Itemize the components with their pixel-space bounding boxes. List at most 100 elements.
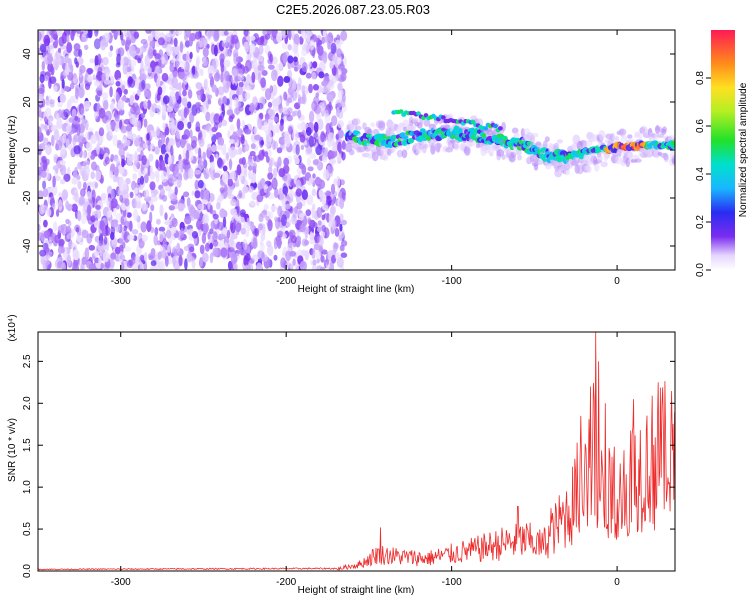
spectrogram-noise-cell [145, 30, 152, 34]
spectrogram-noise-cell [39, 73, 45, 84]
spectrogram-noise-cell [216, 202, 221, 210]
spectrogram-noise-cell [177, 71, 185, 80]
spectrogram-noise-cell [169, 63, 175, 73]
spectrogram-noise-cell [164, 220, 171, 226]
spectrogram-noise-cell [228, 139, 235, 144]
spectrogram-noise-cell [299, 224, 306, 233]
spectrogram-noise-cell [321, 80, 328, 87]
spectrogram-noise-cell [61, 246, 65, 254]
spectrogram-noise-cell [173, 45, 180, 55]
spectrogram-noise-cell [125, 152, 130, 159]
spectrogram-noise-cell [184, 30, 192, 38]
spectrogram-halo-cell [488, 147, 494, 157]
spectrogram-noise-cell [146, 220, 152, 233]
spectrogram-noise-cell [116, 142, 124, 149]
spectrogram-noise-cell [263, 203, 269, 211]
spectrogram-noise-cell [126, 212, 132, 218]
spectrogram-noise-cell [172, 177, 178, 186]
spectrogram-noise-cell [123, 30, 127, 37]
spectrogram-halo-cell [464, 145, 471, 156]
spectrogram-noise-cell [328, 213, 332, 223]
spectrogram-noise-cell [74, 115, 79, 121]
spectrogram-noise-cell [317, 118, 324, 131]
spectrogram-noise-cell [156, 173, 160, 183]
spectrogram-noise-cell [331, 75, 337, 84]
spectrogram-noise-cell [170, 124, 175, 131]
spectrogram-noise-cell [297, 109, 302, 119]
spectrogram-noise-cell [130, 66, 135, 72]
spectrogram-noise-cell [180, 139, 187, 145]
spectrogram-noise-cell [146, 133, 150, 141]
spectrogram-noise-cell [309, 152, 317, 159]
spectrogram-noise-cell [73, 134, 81, 143]
spectrogram-noise-cell [258, 223, 264, 231]
spectrogram-branch-cell [441, 115, 446, 120]
spectrogram-noise-cell [311, 265, 317, 270]
spectrogram-noise-cell [249, 43, 256, 54]
spectrogram-noise-cell [252, 162, 257, 170]
spectrogram-noise-cell [295, 188, 302, 197]
spectrogram-noise-cell [298, 77, 302, 88]
spectrogram-noise-cell [96, 89, 102, 97]
spectrogram-noise-cell [176, 129, 181, 140]
spectrogram-noise-cell [129, 220, 133, 232]
spectrogram-noise-cell [221, 228, 228, 235]
spectrogram-noise-cell [309, 238, 316, 245]
spectrogram-noise-cell [199, 257, 203, 268]
spectrogram-noise-cell [66, 33, 70, 43]
snr-y-tick-label: 1.0 [22, 480, 33, 494]
spectrogram-noise-cell [231, 75, 235, 85]
spectrogram-noise-cell [110, 75, 115, 84]
spectrogram-noise-cell [318, 71, 325, 79]
spectrogram-noise-cell [171, 96, 177, 105]
spectrogram-noise-cell [297, 172, 301, 178]
spectrogram-noise-cell [129, 191, 134, 198]
spectrogram-noise-cell [41, 155, 47, 164]
spectrogram-noise-cell [44, 123, 48, 132]
spectrogram-noise-cell [66, 232, 74, 240]
spectrogram-noise-cell [127, 76, 133, 85]
spectrogram-noise-cell [167, 155, 172, 166]
spectrogram-noise-cell [220, 63, 225, 73]
spectrogram-branch-cell [416, 111, 421, 116]
spectrogram-halo-cell [600, 161, 608, 168]
spectrogram-noise-cell [330, 42, 337, 55]
spectrogram-noise-cell [218, 30, 223, 37]
spectrogram-noise-cell [144, 252, 148, 262]
spectrogram-noise-cell [63, 30, 71, 37]
spectrogram-noise-cell [242, 186, 249, 194]
spectrogram-noise-cell [317, 39, 323, 46]
spectrogram-noise-cell [205, 87, 210, 95]
spectrogram-branch-cell [398, 109, 404, 114]
spectrogram-noise-cell [80, 214, 87, 225]
spectrogram-noise-cell [320, 255, 325, 263]
spectrogram-noise-cell [243, 30, 249, 37]
spectrogram-y-tick-label: -40 [22, 238, 33, 253]
spectrogram-noise-cell [331, 254, 337, 264]
spectrogram-noise-cell [231, 68, 239, 77]
spectrogram-noise-cell [274, 161, 281, 168]
spectrogram-noise-cell [157, 139, 162, 149]
spectrogram-noise-cell [125, 39, 132, 45]
spectrogram-noise-cell [109, 201, 113, 211]
spectrogram-noise-cell [88, 263, 96, 270]
spectrogram-noise-cell [170, 193, 178, 202]
spectrogram-noise-cell [287, 55, 294, 64]
spectrogram-noise-cell [176, 242, 181, 254]
spectrogram-halo-cell [352, 118, 361, 126]
spectrogram-noise-cell [155, 159, 159, 169]
spectrogram-noise-cell [38, 87, 45, 95]
spectrogram-noise-cell [337, 120, 344, 129]
spectrogram-noise-cell [88, 127, 94, 133]
spectrogram-halo-cell [653, 148, 661, 159]
spectrogram-noise-cell [339, 223, 343, 232]
spectrogram-noise-cell [45, 99, 50, 106]
spectrogram-noise-cell [180, 227, 185, 239]
spectrogram-noise-cell [183, 159, 190, 166]
spectrogram-noise-cell [172, 255, 176, 267]
spectrogram-noise-cell [59, 94, 67, 103]
spectrogram-noise-cell [114, 125, 119, 133]
spectrogram-noise-cell [288, 30, 292, 41]
spectrogram-noise-cell [306, 157, 312, 166]
